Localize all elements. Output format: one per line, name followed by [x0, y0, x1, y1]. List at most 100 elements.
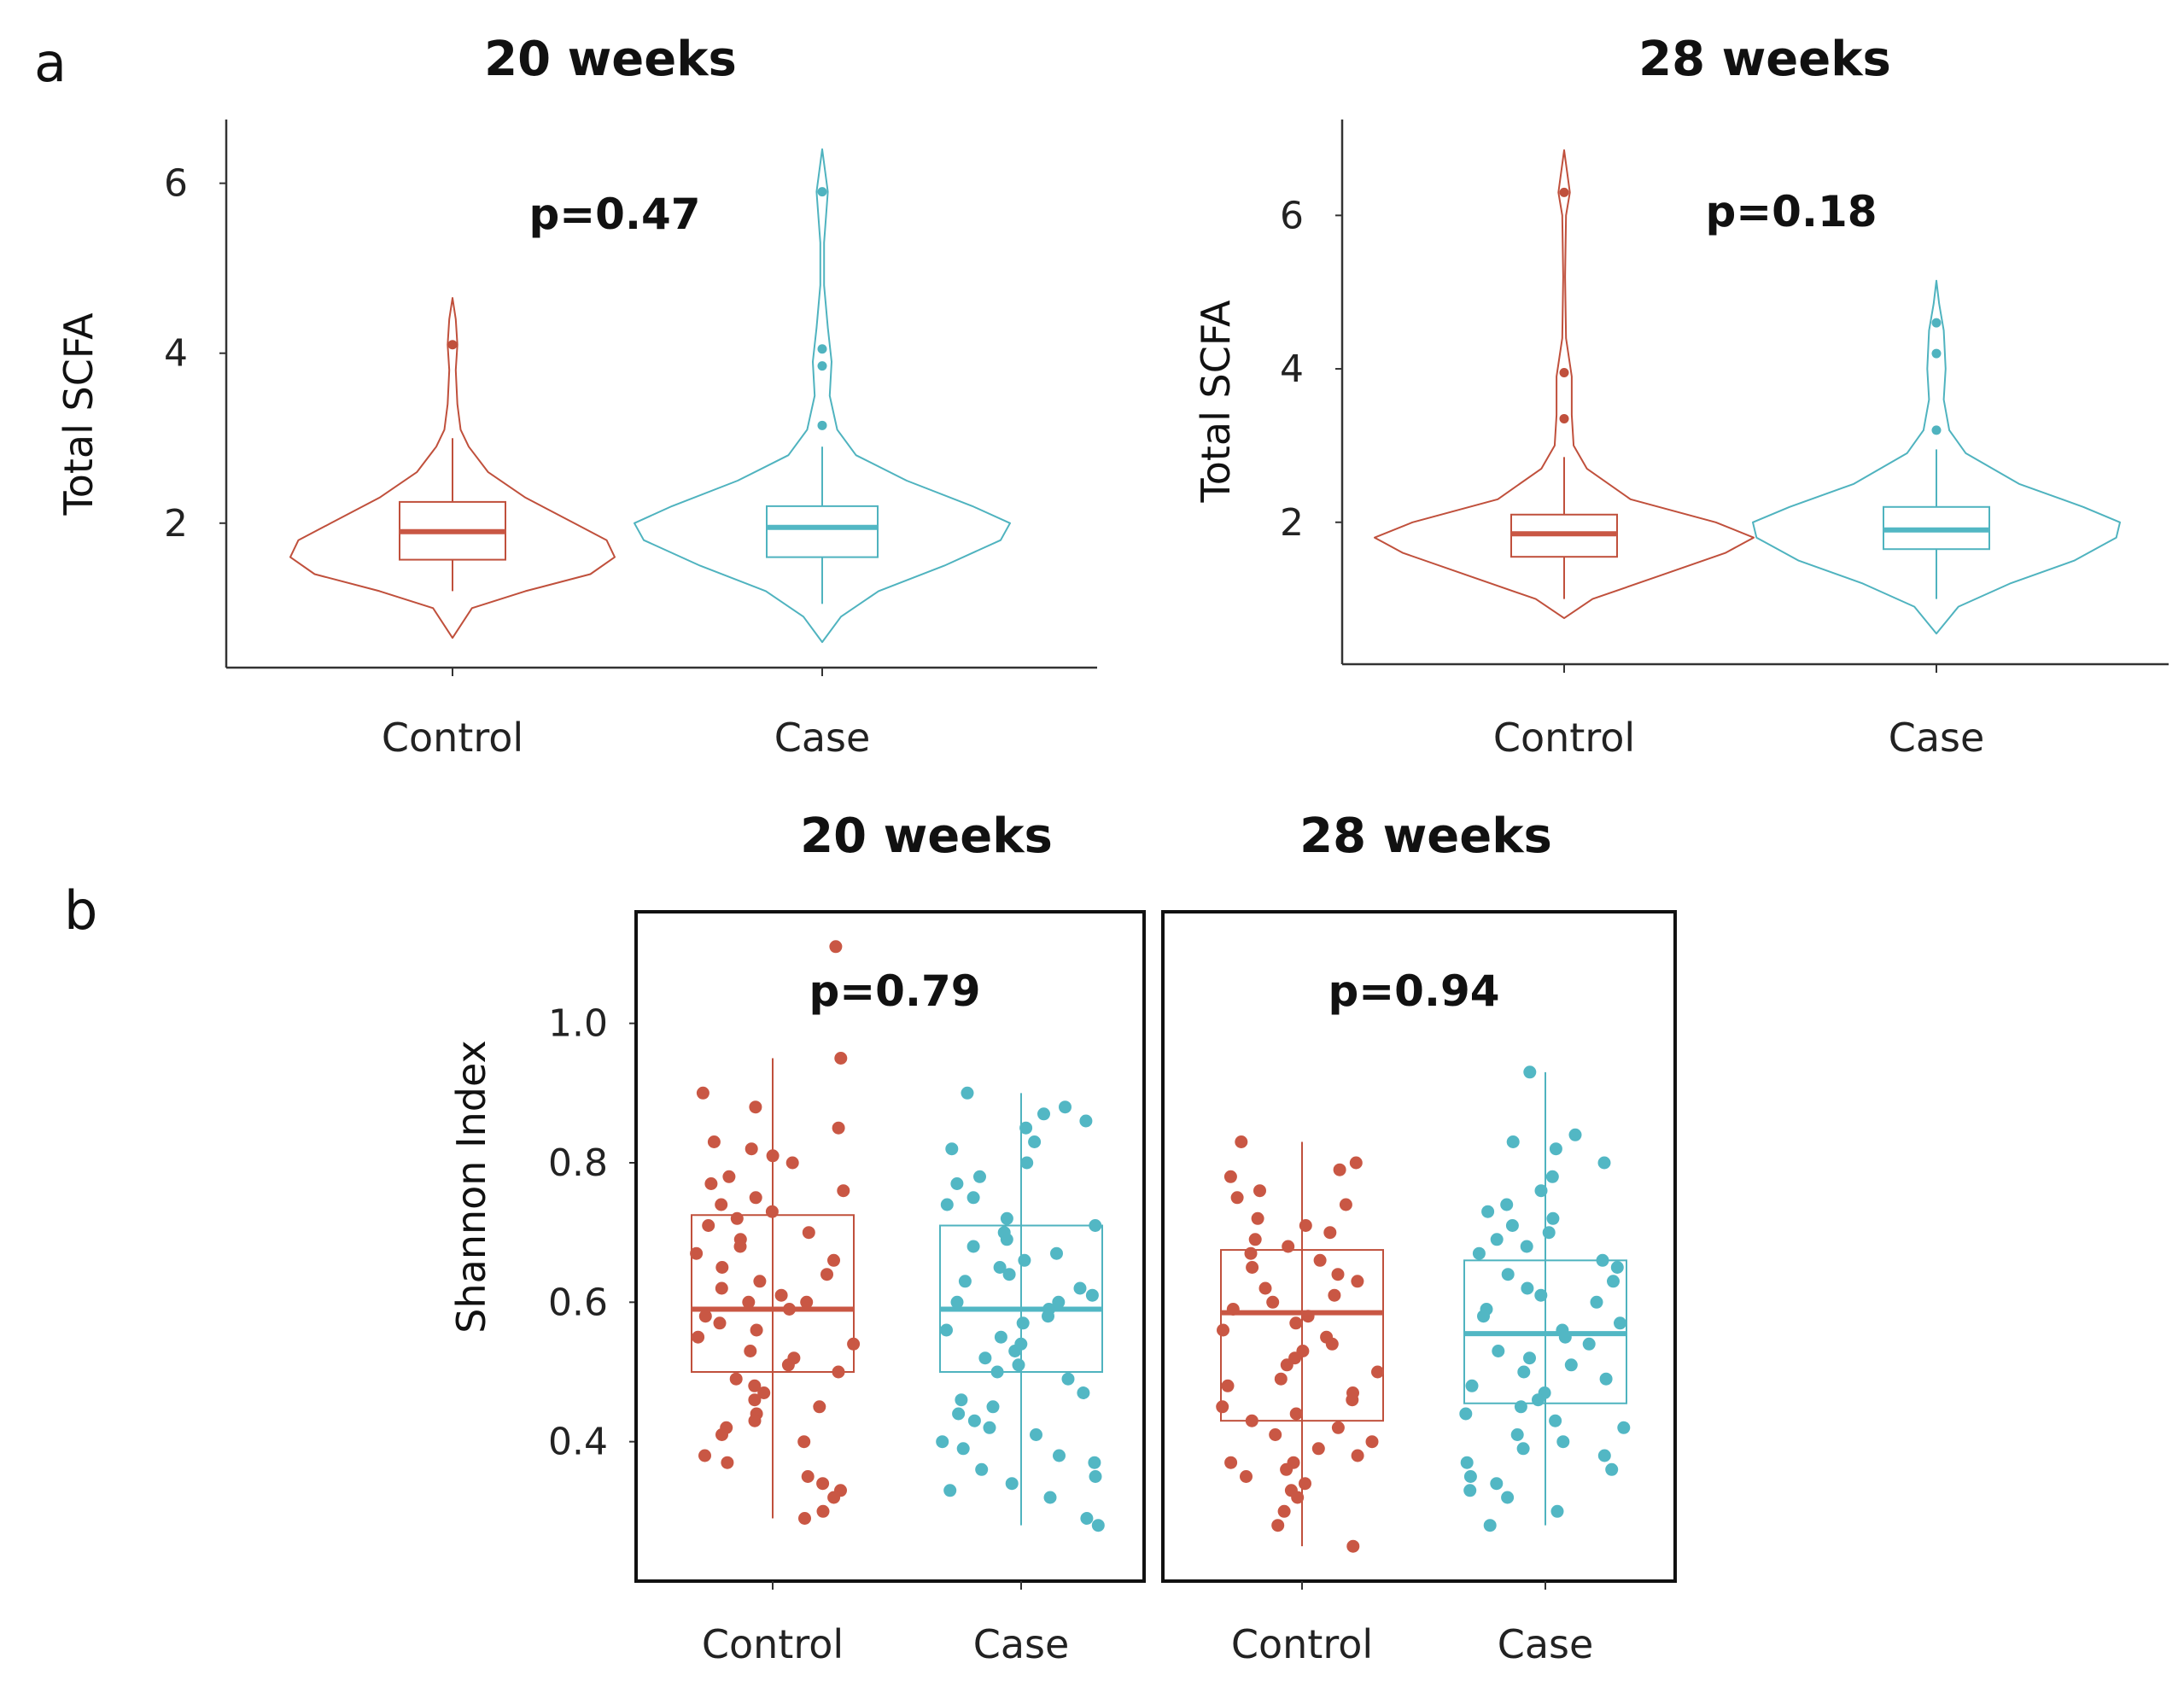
data-point-case: [1607, 1275, 1620, 1288]
data-point-case: [1590, 1295, 1603, 1309]
y-tick-label: 0.8: [548, 1141, 608, 1185]
data-point-case: [1463, 1484, 1477, 1497]
data-point-case: [956, 1442, 970, 1456]
outlier-point-case: [1931, 318, 1942, 328]
data-point-control: [748, 1393, 762, 1407]
data-point-case: [1002, 1268, 1016, 1281]
data-point-control: [1289, 1316, 1303, 1330]
data-point-case: [1517, 1365, 1531, 1379]
outlier-point-case: [1931, 425, 1942, 435]
data-point-control: [707, 1135, 721, 1148]
data-point-case: [1510, 1428, 1524, 1441]
x-category-label-case: Case: [1498, 1621, 1594, 1667]
data-point-case: [945, 1142, 959, 1156]
x-category-label-control: Control: [1231, 1621, 1373, 1667]
data-point-case: [1018, 1253, 1031, 1267]
data-point-control: [1223, 1170, 1237, 1183]
data-point-case: [1505, 1219, 1519, 1232]
data-point-control: [1301, 1310, 1315, 1323]
data-point-case: [1501, 1268, 1515, 1281]
violin-control: [1374, 149, 1755, 620]
data-point-control: [1230, 1191, 1244, 1205]
data-point-case: [1000, 1211, 1013, 1225]
y-axis-label: Shannon Index: [448, 1040, 494, 1333]
data-point-case: [1568, 1128, 1582, 1141]
chart-title: 28 weeks: [1638, 32, 1891, 87]
data-point-case: [994, 1330, 1007, 1344]
outlier-point-control: [1559, 413, 1569, 423]
data-point-case: [950, 1295, 964, 1309]
p-value-annotation: p=0.47: [528, 190, 700, 239]
data-point-case: [1077, 1386, 1090, 1399]
data-point-control: [1325, 1337, 1339, 1351]
data-point-case: [1463, 1470, 1477, 1483]
y-tick-label: 6: [164, 162, 188, 206]
data-point-case: [1490, 1233, 1504, 1246]
data-point-case: [1542, 1226, 1556, 1240]
panel-letter-a: a: [34, 32, 67, 94]
data-point-control: [765, 1205, 779, 1218]
data-point-case: [1500, 1198, 1514, 1211]
data-point-case: [1545, 1170, 1559, 1183]
data-point-case: [936, 1435, 949, 1449]
x-category-label-case: Case: [1889, 715, 1985, 761]
violin-case: [634, 148, 1011, 644]
data-point-case: [1492, 1345, 1505, 1357]
data-point-case: [1614, 1316, 1626, 1330]
data-point-case: [1008, 1345, 1022, 1357]
data-point-control: [1251, 1211, 1264, 1225]
data-point-control: [1313, 1253, 1327, 1267]
data-point-case: [1558, 1330, 1572, 1344]
data-point-case: [1085, 1288, 1099, 1302]
data-point-control: [1299, 1477, 1311, 1491]
data-point-control: [1346, 1539, 1360, 1553]
data-point-control: [1274, 1372, 1288, 1386]
data-point-control: [827, 1253, 840, 1267]
data-point-control: [1245, 1414, 1258, 1427]
data-point-case: [950, 1177, 964, 1190]
data-point-control: [696, 1086, 710, 1100]
data-point-case: [1617, 1421, 1631, 1434]
shannon-box-chart: Shannon Index 0.4 0.6 0.8 1.0 20 weeks p=0.79 C…: [448, 808, 1677, 1667]
data-point-case: [1053, 1449, 1066, 1462]
data-point-control: [1258, 1281, 1272, 1295]
data-point-case: [952, 1407, 966, 1421]
data-point-control: [1323, 1226, 1337, 1240]
data-point-case: [967, 1414, 981, 1427]
data-point-control: [847, 1337, 861, 1351]
data-point-control: [837, 1184, 850, 1198]
data-point-case: [1080, 1512, 1094, 1525]
data-point-case: [1079, 1114, 1093, 1128]
data-point-case: [1532, 1393, 1545, 1407]
x-category-label-control: Control: [702, 1621, 844, 1667]
data-point-case: [1596, 1253, 1609, 1267]
outlier-point-control: [1559, 368, 1569, 378]
data-point-control: [721, 1456, 734, 1469]
data-point-control: [722, 1170, 736, 1183]
data-point-control: [1351, 1449, 1364, 1462]
data-point-case: [993, 1261, 1007, 1274]
data-point-case: [955, 1393, 968, 1407]
data-point-case: [1050, 1246, 1063, 1260]
data-point-case: [1501, 1491, 1515, 1504]
data-point-control: [715, 1261, 729, 1274]
data-point-case: [1549, 1414, 1562, 1427]
data-point-control: [798, 1512, 811, 1525]
y-tick-label: 0.6: [548, 1281, 608, 1324]
data-point-case: [1514, 1400, 1527, 1414]
data-point-control: [1226, 1303, 1240, 1316]
facet-title-20-weeks: 20 weeks: [800, 808, 1053, 864]
data-point-control: [1217, 1323, 1229, 1337]
data-point-control: [1280, 1462, 1293, 1476]
data-point-control: [733, 1240, 747, 1253]
data-point-case: [1523, 1351, 1536, 1365]
violin-chart-28-weeks: 28 weeks p=0.18 Total SCFA 2 4 6 Control Case: [1193, 32, 2169, 761]
data-point-control: [829, 940, 843, 954]
data-point-case: [1061, 1372, 1075, 1386]
data-point-case: [983, 1421, 996, 1434]
data-point-control: [715, 1281, 728, 1295]
data-point-case: [1549, 1142, 1562, 1156]
data-point-control: [1240, 1470, 1253, 1483]
data-point-case: [1520, 1240, 1533, 1253]
